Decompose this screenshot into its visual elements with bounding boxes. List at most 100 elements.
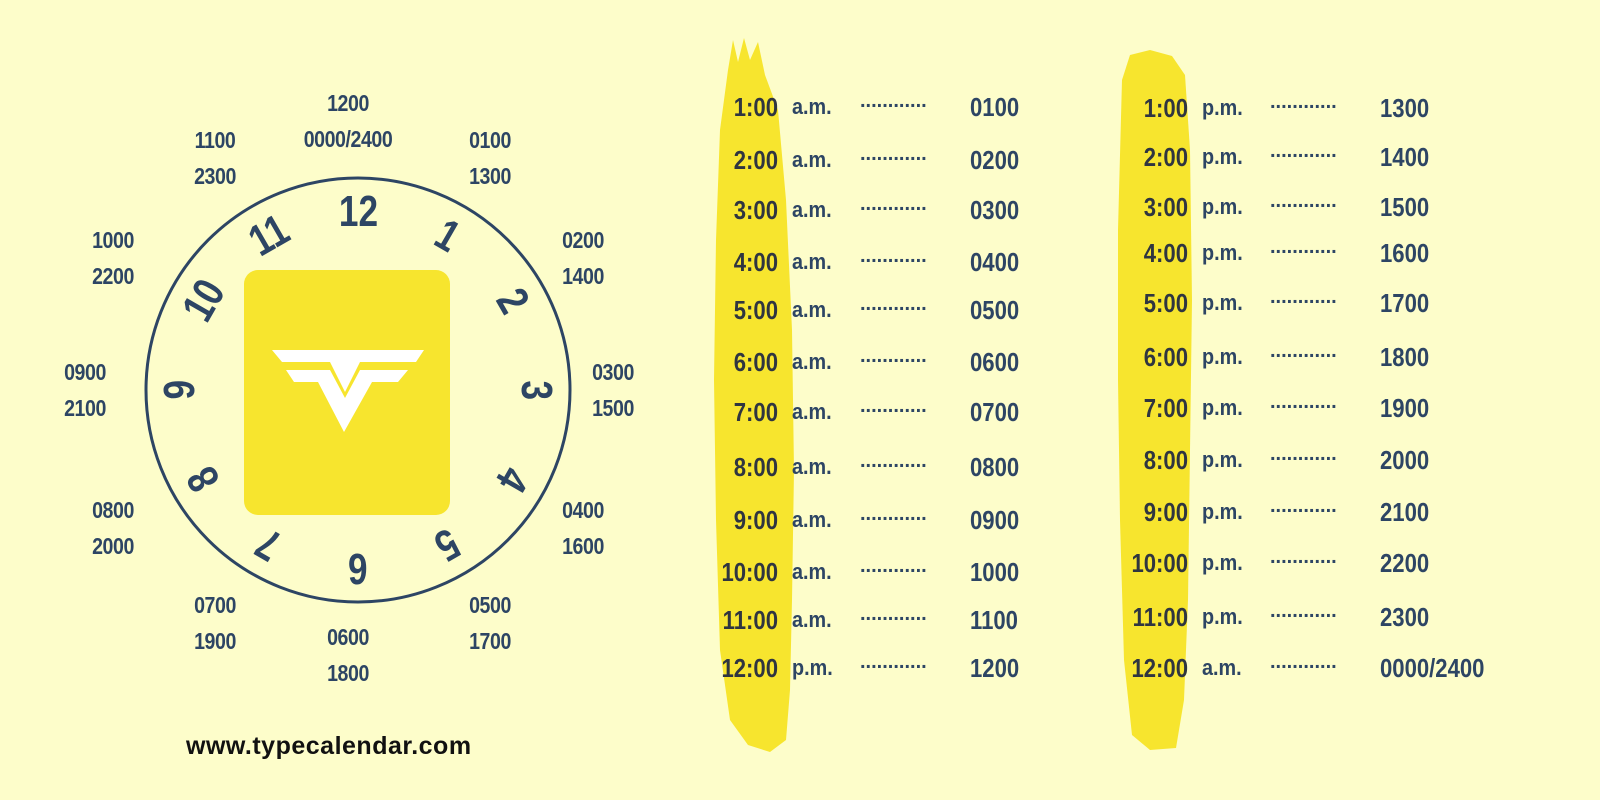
clock-label: 0800 2000 (88, 492, 137, 564)
website-url: www.typecalendar.com (186, 732, 472, 760)
row-time: 5:00 (733, 295, 778, 325)
clock-face (144, 176, 572, 604)
row-period: p.m. (792, 655, 833, 680)
clock-label-b: 1300 (469, 163, 511, 189)
row-time: 11:00 (722, 605, 778, 635)
clock-label-b: 1900 (194, 628, 236, 654)
row-value: 1100 (970, 605, 1018, 635)
logo-tile (244, 270, 450, 515)
clock-label-b: 1400 (562, 263, 604, 289)
clock-label: 0100 1300 (465, 122, 514, 194)
row-time: 10:00 (1131, 548, 1188, 578)
clock-number-text: 1 (426, 209, 468, 262)
row-dots: ............ (860, 603, 927, 625)
row-value: 1900 (1380, 393, 1430, 423)
clock-label: 0600 1800 (323, 619, 372, 691)
row-time: 7:00 (733, 397, 778, 427)
row-dots: ............ (860, 395, 927, 417)
row-value: 0900 (970, 505, 1020, 535)
row-value: 1600 (1380, 238, 1430, 268)
clock-number-text: 8 (177, 458, 230, 500)
table-row: 1:00 p.m............. 1300 (1068, 91, 1429, 125)
row-dots: ............ (860, 555, 927, 577)
row-time: 11:00 (1132, 602, 1188, 632)
row-dots: ............ (1270, 236, 1337, 258)
row-dots: ............ (860, 345, 927, 367)
clock-label-b: 2100 (64, 395, 106, 421)
row-value: 1400 (1380, 142, 1430, 172)
table-row: 8:00 p.m............. 2000 (1068, 443, 1429, 477)
row-dots: ............ (1270, 391, 1337, 413)
table-row: 6:00 a.m............. 0600 (658, 345, 1019, 379)
clock-label-b: 1800 (327, 660, 369, 686)
table-row: 12:00 a.m............. 0000/2400 (1068, 651, 1484, 685)
row-period: a.m. (792, 94, 832, 119)
clock-label-a: 0500 (469, 592, 511, 618)
row-period: p.m. (1202, 194, 1243, 219)
row-value: 0000/2400 (1380, 653, 1485, 683)
row-period: a.m. (792, 249, 832, 274)
row-period: a.m. (792, 297, 832, 322)
table-row: 1:00 a.m............. 0100 (658, 90, 1019, 124)
row-value: 2000 (1380, 445, 1430, 475)
row-period: p.m. (1202, 395, 1243, 420)
row-period: p.m. (1202, 290, 1243, 315)
clock-number-text: 4 (486, 458, 539, 500)
row-period: a.m. (792, 507, 832, 532)
row-dots: ............ (1270, 651, 1337, 673)
table-row: 5:00 p.m............. 1700 (1068, 286, 1429, 320)
row-dots: ............ (860, 293, 927, 315)
row-value: 0500 (970, 295, 1020, 325)
clock-number-text: 5 (426, 518, 468, 571)
row-period: p.m. (1202, 240, 1243, 265)
row-period: a.m. (792, 399, 832, 424)
row-time: 1:00 (733, 92, 778, 122)
row-value: 1700 (1380, 288, 1430, 318)
clock-label-a: 0600 (327, 624, 369, 650)
table-row: 8:00 a.m............. 0800 (658, 450, 1019, 484)
row-dots: ............ (1270, 140, 1337, 162)
table-row: 9:00 p.m............. 2100 (1068, 495, 1429, 529)
clock-label-a: 0100 (469, 127, 511, 153)
clock-label-b: 1500 (592, 395, 634, 421)
row-period: p.m. (1202, 344, 1243, 369)
table-row: 7:00 a.m............. 0700 (658, 395, 1019, 429)
row-value: 0800 (970, 452, 1020, 482)
clock-label-b: 2000 (92, 533, 134, 559)
table-row: 2:00 p.m............. 1400 (1068, 140, 1429, 174)
clock-label-b: 0000/2400 (303, 126, 393, 152)
row-dots: ............ (860, 245, 927, 267)
row-value: 2200 (1380, 548, 1430, 578)
table-row: 11:00 p.m............. 2300 (1068, 600, 1429, 634)
row-value: 0200 (970, 145, 1020, 175)
row-value: 0600 (970, 347, 1020, 377)
clock-label-b: 1600 (562, 533, 604, 559)
row-period: p.m. (1202, 447, 1243, 472)
table-row: 10:00 p.m............. 2200 (1068, 546, 1429, 580)
row-dots: ............ (1270, 495, 1337, 517)
table-row: 4:00 a.m............. 0400 (658, 245, 1019, 279)
clock-label: 0200 1400 (558, 222, 607, 294)
row-dots: ............ (860, 143, 927, 165)
table-row: 7:00 p.m............. 1900 (1068, 391, 1429, 425)
table-row: 11:00 a.m............. 1100 (658, 603, 1018, 637)
clock-label-b: 1700 (469, 628, 511, 654)
clock-label-b: 2200 (92, 263, 134, 289)
clock-label: 1100 2300 (190, 122, 239, 194)
clock-label-b: 2300 (194, 163, 236, 189)
typecalendar-v-logo-icon (272, 350, 424, 432)
row-time: 7:00 (1143, 393, 1188, 423)
clock-label: 0700 1900 (190, 587, 239, 659)
row-time: 9:00 (733, 505, 778, 535)
row-period: a.m. (792, 454, 832, 479)
row-dots: ............ (860, 450, 927, 472)
row-time: 10:00 (721, 557, 778, 587)
clock-number-text: 3 (512, 380, 561, 400)
clock-label-a: 0300 (592, 359, 634, 385)
clock-label-a: 1200 (327, 90, 369, 116)
table-row: 4:00 p.m............. 1600 (1068, 236, 1429, 270)
clock-number: 9 (155, 350, 205, 430)
clock-label: 1000 2200 (88, 222, 137, 294)
brush-stroke-am (714, 38, 794, 752)
clock-number-text: 9 (155, 380, 204, 400)
